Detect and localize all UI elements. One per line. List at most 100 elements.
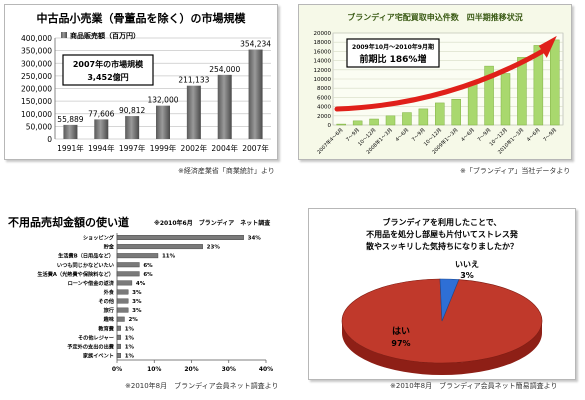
- bar: [517, 57, 527, 126]
- data-label: 1%: [125, 344, 135, 350]
- bar: [336, 123, 346, 126]
- data-label: 254,000: [209, 65, 240, 74]
- data-label: 1%: [125, 335, 135, 341]
- usage-chart: 不用品売却金額の使い道 ※2010年6月 ブランディア ネット調査 0% 10% 20%…: [8, 215, 273, 373]
- bar: [418, 108, 429, 126]
- data-label: 1%: [125, 353, 135, 359]
- data-label: 6%: [143, 272, 153, 278]
- x-tick-label: 1999年: [150, 143, 177, 153]
- bar: [484, 65, 494, 126]
- annotation-line: 2007年の市場規模: [73, 59, 144, 69]
- pie-slice-no: [439, 278, 460, 322]
- applications-source: ※「ブランディア」当社データより: [460, 167, 571, 175]
- bar: [116, 280, 133, 286]
- chart-title: 不用品売却金額の使い道: [8, 215, 129, 229]
- y-tick-label: 8000: [317, 86, 331, 92]
- y-tick-label: 趣味: [103, 315, 115, 323]
- bar: [116, 253, 159, 259]
- bar: [402, 112, 412, 126]
- y-tick-label: 10000: [314, 77, 332, 83]
- y-tick-label: 250,000: [21, 72, 52, 81]
- data-label: 4%: [136, 281, 146, 287]
- y-tick-label: いつも同じかなどいたい: [57, 261, 114, 269]
- y-tick-label: 旅行: [103, 306, 115, 314]
- bar: [116, 334, 121, 340]
- y-tick-label: 家族イベント: [83, 351, 114, 359]
- x-tick-label: 4～6月: [395, 127, 411, 143]
- slice-label-yes: はい: [392, 326, 410, 337]
- data-label: 77,606: [88, 109, 114, 118]
- bar: [94, 119, 109, 139]
- bar: [156, 105, 170, 139]
- data-label: 34%: [248, 236, 262, 242]
- y-tick-label: ローンや借金の返済: [68, 279, 115, 287]
- market-size-source: ※経済産業省「商業統計」より: [178, 167, 275, 175]
- usage-panel: 不用品売却金額の使い道 ※2010年6月 ブランディア ネット調査 0% 10% 20%…: [4, 208, 284, 378]
- legend-label: 商品販売額（百万円）: [70, 31, 140, 40]
- legend-swatch: [61, 32, 67, 38]
- y-tick-label: 生活費A（光熱費や保険料など）: [37, 270, 114, 278]
- data-label: 3%: [132, 308, 142, 314]
- annotation-line: 前期比 186%増: [360, 53, 427, 65]
- data-label: 3%: [132, 290, 142, 296]
- data-label: 354,234: [240, 40, 271, 49]
- bar: [533, 45, 544, 126]
- y-tick-label: 200,000: [21, 85, 52, 94]
- chart-title: 中古品小売業（骨董品を除く）の市場規模: [37, 11, 247, 25]
- data-label: 3%: [132, 299, 142, 305]
- chart-title-line: ブランディアを利用したことで、: [383, 217, 502, 227]
- survey-panel: ブランディアを利用したことで、 不用品を処分し部屋も片付いてストレス発 散やスッキリ…: [308, 208, 576, 380]
- x-tick-label: 4～6月: [526, 127, 542, 143]
- survey-pie-chart: ブランディアを利用したことで、不用品を処分し部屋も片付いてストレス発散やスッキリ…: [341, 217, 543, 375]
- bar: [116, 343, 121, 349]
- x-tick-label: 2002年: [181, 143, 208, 153]
- y-tick-label: 2000: [317, 114, 331, 120]
- bar: [451, 98, 461, 126]
- data-label: 1%: [125, 326, 135, 332]
- x-tick-label: 2004年: [211, 143, 238, 153]
- y-tick-label: 教育費: [97, 324, 114, 332]
- market-size-chart: 中古品小売業（骨董品を除く）の市場規模 0 50,000 100,000 150,000…: [21, 11, 271, 153]
- x-tick-label: 10%: [147, 366, 161, 373]
- bar: [116, 307, 129, 313]
- y-tick-label: 18000: [314, 40, 332, 46]
- data-label: 132,000: [147, 96, 178, 105]
- annotation-line: 2009年10月～2010年9月期: [352, 43, 434, 51]
- data-label: 23%: [207, 245, 221, 251]
- bar: [217, 74, 232, 139]
- bar: [352, 120, 363, 126]
- data-label: 90,812: [119, 106, 145, 115]
- y-tick-label: 20000: [314, 31, 332, 37]
- bar: [248, 49, 263, 139]
- slice-value-no: 3%: [460, 271, 474, 280]
- applications-chart: ブランディア宅配買取申込件数 四半期推移状況 0 2000 4000 6000 8000 1…: [314, 12, 564, 156]
- x-tick-label: 40%: [259, 366, 273, 373]
- y-tick-label: 150,000: [21, 97, 52, 106]
- chart-title-line: 不用品を処分し部屋も片付いてストレス発: [366, 229, 519, 239]
- bar: [385, 115, 396, 126]
- market-size-panel: 中古品小売業（骨董品を除く）の市場規模 0 50,000 100,000 150,000…: [4, 4, 278, 160]
- y-tick-label: 0: [328, 123, 332, 129]
- applications-panel: ブランディア宅配買取申込件数 四半期推移状況 0 2000 4000 6000 8000 1…: [298, 4, 572, 160]
- y-tick-label: 12000: [314, 68, 332, 74]
- y-tick-label: 400,000: [21, 34, 52, 43]
- data-label: 211,133: [178, 76, 209, 85]
- trend-arrow-head: [538, 35, 557, 58]
- bar: [116, 244, 203, 250]
- y-tick-label: ショッピング: [83, 234, 115, 242]
- bar: [116, 262, 140, 268]
- y-tick-label: その他レジャー: [78, 333, 114, 341]
- chart-subtitle: ※2010年6月 ブランディア ネット調査: [154, 219, 270, 227]
- slice-label-no: いいえ: [455, 260, 479, 269]
- y-tick-label: 350,000: [21, 47, 52, 56]
- bar: [116, 235, 244, 240]
- bar: [116, 316, 125, 322]
- survey-source: ※2010年8月 ブランディア会員ネット簡易調査より: [390, 382, 558, 390]
- y-tick-label: 50,000: [26, 122, 52, 131]
- x-tick-label: 30%: [222, 366, 236, 373]
- y-tick-label: その他: [98, 297, 114, 305]
- y-tick-label: 生活費B（日用品など）: [58, 252, 114, 260]
- annotation-line: 3,452億円: [87, 72, 128, 82]
- bar: [369, 118, 379, 126]
- data-label: 55,889: [57, 115, 83, 124]
